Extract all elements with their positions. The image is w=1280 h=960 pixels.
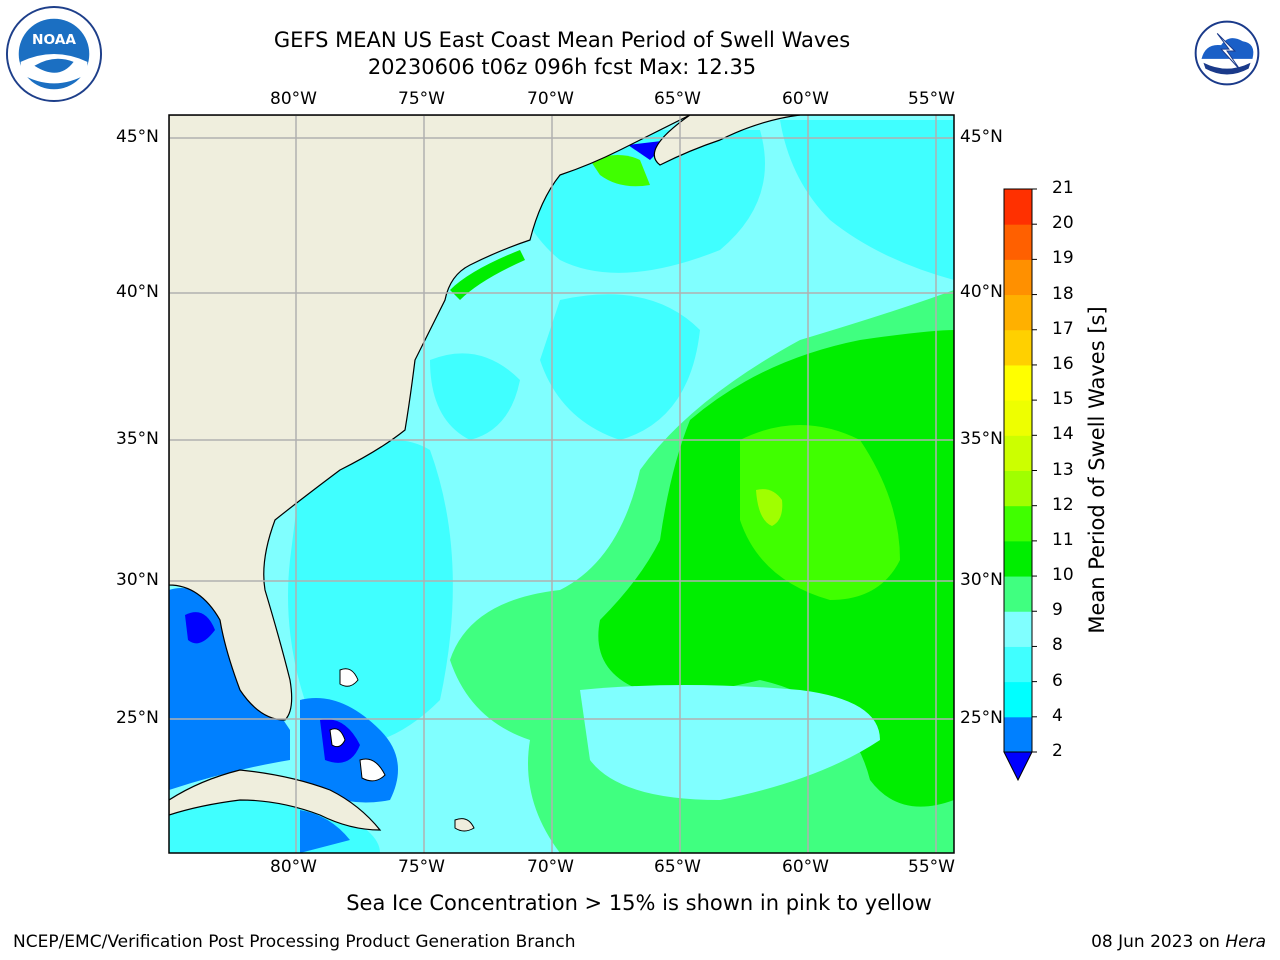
colorbar-tick-label: 19 [1052,248,1074,269]
colorbar-label: Mean Period of Swell Waves [s] [1085,306,1109,634]
colorbar-band [1004,576,1032,612]
lon-label-bottom: 60°W [782,857,829,877]
lon-label-top: 70°W [527,89,574,109]
colorbar-tick-label: 16 [1052,353,1074,374]
lon-label-top: 55°W [908,89,955,109]
footer-host: Hera [1225,932,1266,952]
colorbar-band [1004,611,1032,647]
colorbar-tick-label: 15 [1052,389,1074,410]
lat-label-right: 40°N [960,282,1003,302]
lat-label-right: 25°N [960,708,1003,728]
lon-label-top: 75°W [398,89,445,109]
colorbar-band [1004,364,1032,401]
colorbar-tick-label: 14 [1052,424,1074,445]
colorbar-band [1004,189,1032,225]
colorbar-tick-label: 13 [1052,459,1074,480]
colorbar-band [1004,259,1032,296]
colorbar-tick-label: 21 [1052,178,1074,198]
lon-label-top: 65°W [654,89,701,109]
colorbar-tick-label: 12 [1052,494,1074,515]
chart-title: GEFS MEAN US East Coast Mean Period of S… [273,28,851,52]
lat-label-left: 30°N [116,570,159,590]
lon-label-top: 60°W [782,89,829,109]
lon-label-bottom: 75°W [398,857,445,877]
colorbar-tick-label: 11 [1052,529,1074,550]
colorbar-tick-label: 17 [1052,318,1074,339]
colorbar-tick-label: 20 [1052,213,1074,234]
colorbar-tick-label: 9 [1052,600,1063,621]
footer-credit: NCEP/EMC/Verification Post Processing Pr… [13,932,576,952]
colorbar-band [1004,435,1032,471]
lat-label-right: 45°N [960,127,1003,147]
lat-label-left: 45°N [116,127,159,147]
noaa-logo: NOAA [5,5,103,103]
lat-label-left: 40°N [116,282,159,302]
colorbar-band [1004,224,1032,260]
colorbar-band [1004,400,1032,436]
chart-subtitle: 20230606 t06z 096h fcst Max: 12.35 [367,55,757,79]
colorbar-tick-label: 6 [1052,670,1063,691]
lat-label-left: 35°N [116,429,159,449]
lat-label-right: 35°N [960,429,1003,449]
colorbar [1003,188,1037,782]
colorbar-tick-label: 4 [1052,705,1063,726]
colorbar-tick-label: 8 [1052,635,1063,656]
colorbar-band [1004,329,1032,366]
colorbar-band [1004,646,1032,683]
lon-label-bottom: 70°W [527,857,574,877]
lon-label-top: 80°W [270,89,317,109]
footer-date-text: 08 Jun 2023 on [1091,932,1226,952]
colorbar-band [1004,505,1032,542]
footer-date: 08 Jun 2023 on Hera [1091,932,1266,952]
colorbar-extension [1003,751,1033,782]
colorbar-tick-label: 2 [1052,741,1063,761]
lon-label-bottom: 80°W [270,857,317,877]
lon-label-bottom: 65°W [654,857,701,877]
colorbar-band [1004,681,1032,718]
svg-text:NOAA: NOAA [32,32,76,48]
colorbar-band [1004,716,1032,753]
lat-label-right: 30°N [960,570,1003,590]
colorbar-band [1004,294,1032,331]
caption: Sea Ice Concentration > 15% is shown in … [346,891,932,915]
colorbar-tick-label: 18 [1052,283,1074,304]
colorbar-tick-label: 10 [1052,565,1074,586]
nws-logo [1179,5,1275,101]
map-field [169,115,954,853]
colorbar-band [1004,470,1032,507]
colorbar-band [1004,540,1032,577]
lon-label-bottom: 55°W [908,857,955,877]
graticule [169,115,954,853]
lat-label-left: 25°N [116,708,159,728]
